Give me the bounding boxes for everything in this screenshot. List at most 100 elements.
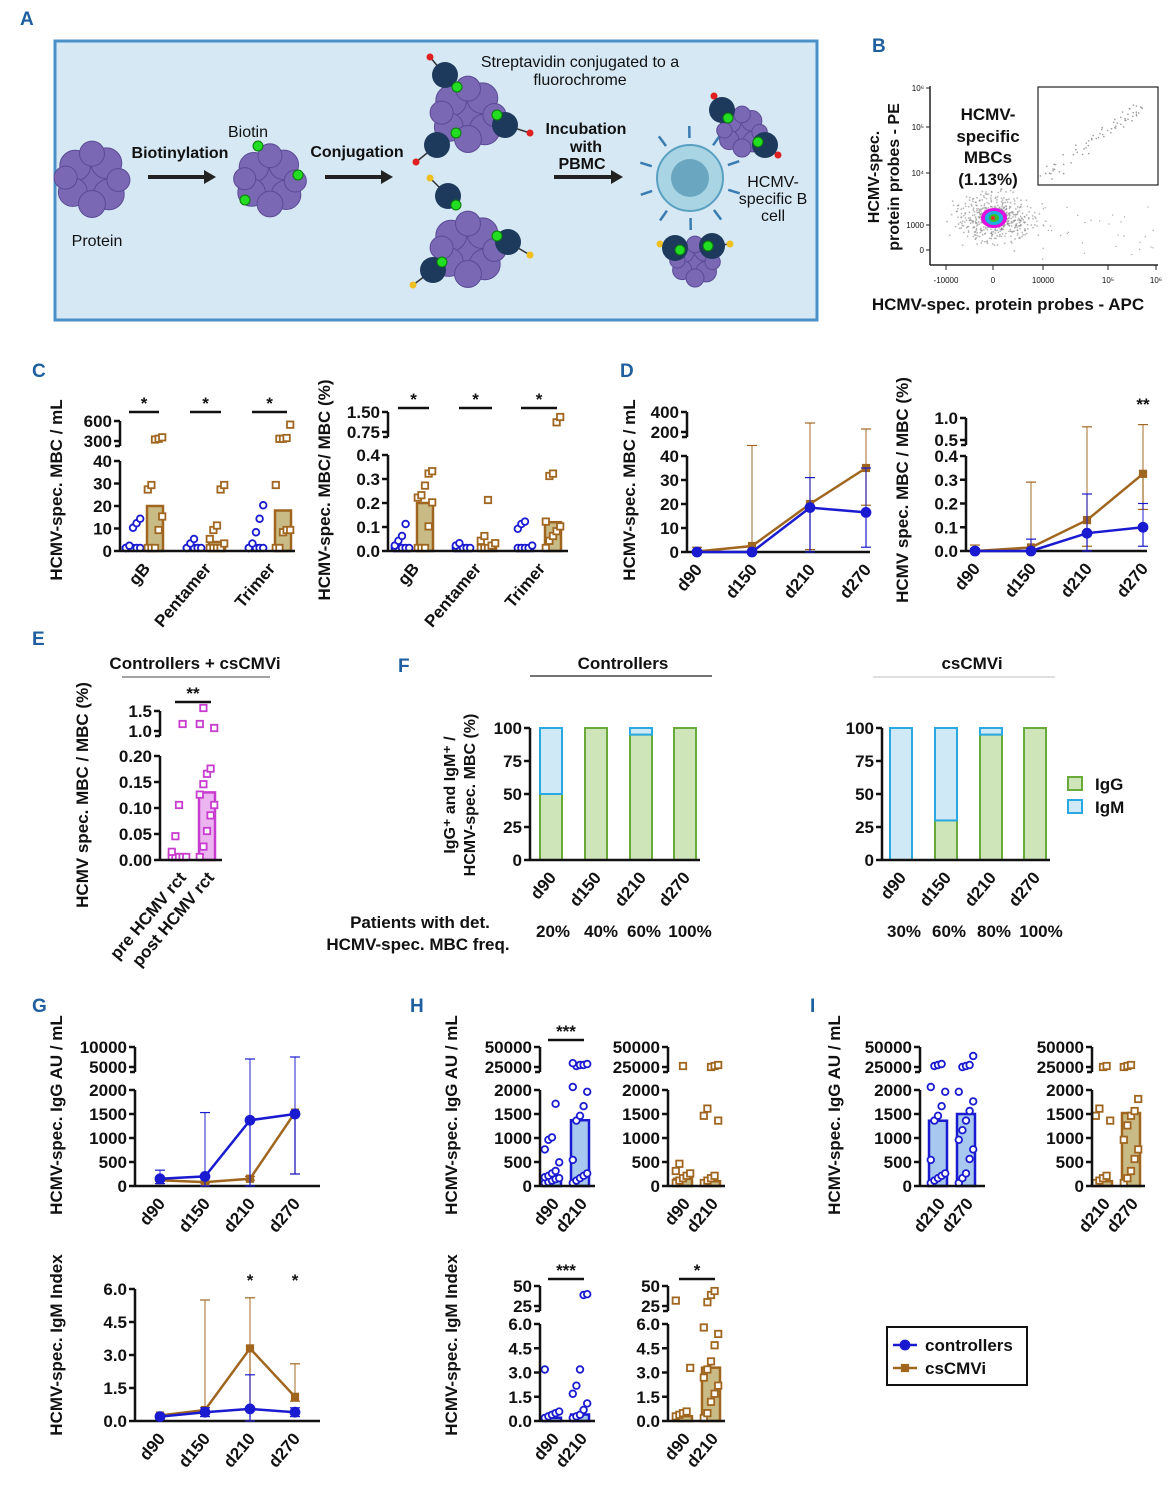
- biotin-dot: [436, 256, 448, 268]
- gated-cell-event: [1087, 144, 1090, 147]
- b-cell-receptor: [712, 134, 721, 147]
- b-cell-receptor: [659, 209, 668, 222]
- data-point: [282, 433, 291, 443]
- y-tick-label: 0.1: [934, 518, 958, 537]
- x-tick-label: d270: [265, 1194, 304, 1236]
- y-tick-label: 2000: [89, 1081, 127, 1100]
- panel-label-b: B: [872, 36, 886, 57]
- cell-event: [1028, 210, 1031, 213]
- cell-event: [991, 206, 994, 208]
- gated-cell-event: [1122, 126, 1125, 128]
- gated-cell-event: [1137, 112, 1140, 114]
- chart-f1: 0 25 50 75 100 d90 d150 d210 d270 IgG⁺ and IgM⁺ /…: [442, 714, 700, 910]
- cell-event: [979, 199, 981, 201]
- x-tick-label: d270: [655, 868, 694, 910]
- cell-event: [1005, 205, 1008, 208]
- cell-event: [978, 209, 981, 212]
- cell-event: [969, 216, 972, 219]
- data-point: [583, 1399, 592, 1408]
- y-tick-label: 1000: [906, 221, 924, 230]
- cell-event: [964, 217, 967, 219]
- biotin-dot: [674, 244, 686, 256]
- cell-event: [1010, 217, 1013, 220]
- y-tick-label: 600: [84, 412, 112, 431]
- y-tick-label: 5000: [89, 1058, 127, 1077]
- cell-event: [985, 207, 988, 210]
- gated-cell-event: [1045, 165, 1048, 167]
- fluorochrome-dot: [526, 251, 534, 259]
- data-point: [686, 1363, 695, 1372]
- cell-event: [1016, 234, 1019, 236]
- data-point: [678, 1061, 688, 1071]
- freq-label-line2: HCMV-spec. MBC freq.: [326, 935, 509, 954]
- cell-event: [979, 215, 981, 217]
- data-point: [575, 1365, 585, 1374]
- cell-event: [1077, 214, 1079, 217]
- significance-marker: *: [536, 390, 543, 409]
- cell-event: [1014, 219, 1016, 222]
- cell-event: [1090, 219, 1092, 221]
- biotin-dot: [491, 109, 503, 121]
- data-point: [682, 1407, 691, 1416]
- cell-event: [971, 214, 974, 217]
- cell-event: [1020, 217, 1023, 220]
- y-tick-label: 30: [660, 471, 679, 490]
- data-point: [961, 1169, 971, 1178]
- y-axis-label-line2: protein probes - PE: [886, 103, 903, 251]
- cell-event: [1019, 215, 1022, 218]
- cell-event: [1001, 199, 1004, 201]
- cell-event: [990, 200, 993, 203]
- cell-event: [983, 196, 986, 199]
- data-point: [540, 1365, 549, 1374]
- y-tick-label: 0: [651, 1177, 660, 1196]
- gated-cell-event: [1132, 104, 1135, 106]
- data-point: [710, 1341, 719, 1350]
- cell-event: [989, 197, 992, 200]
- protein-lobe: [685, 268, 705, 288]
- data-point: [958, 1125, 967, 1135]
- significance-marker: **: [1136, 395, 1150, 414]
- cell-event: [960, 208, 963, 211]
- gated-cell-event: [1116, 122, 1119, 124]
- data-point: [167, 847, 176, 856]
- cell-event: [976, 231, 978, 234]
- x-tick-label: 10⁵: [1102, 276, 1114, 285]
- gated-cell-event: [1131, 119, 1133, 122]
- y-axis-label: HCMV spec. MBC / MBC (%): [893, 377, 912, 603]
- data-point: [547, 1133, 557, 1142]
- cell-event: [996, 204, 999, 207]
- data-point: [189, 534, 199, 544]
- data-point: [555, 1173, 564, 1183]
- freq-value-controllers: 20%: [536, 922, 570, 941]
- data-point: [937, 1059, 946, 1069]
- stacked-segment-igg: [979, 733, 1003, 861]
- y-tick-label: 500: [504, 1153, 532, 1172]
- cell-event: [988, 202, 990, 205]
- cell-event: [961, 222, 963, 225]
- cell-event: [1019, 219, 1021, 221]
- cell-event: [1014, 208, 1017, 210]
- data-point: [965, 1154, 974, 1164]
- y-tick-label: 50: [641, 1277, 660, 1296]
- b-cell-receptor: [657, 135, 668, 147]
- x-tick-label: d150: [722, 560, 761, 602]
- data-point: [251, 528, 261, 537]
- cell-event: [1027, 217, 1030, 220]
- data-point: [860, 507, 872, 518]
- data-point: [555, 1407, 564, 1416]
- cell-event: [1000, 228, 1003, 231]
- cell-event: [1018, 206, 1021, 209]
- data-point: [699, 1373, 708, 1382]
- cell-event: [1042, 247, 1044, 250]
- data-point: [926, 1155, 935, 1165]
- cell-event: [990, 190, 993, 193]
- data-point: [271, 480, 280, 490]
- gated-cell-event: [1095, 137, 1098, 140]
- incubation-arrow-head: [611, 170, 623, 184]
- protein-lobe: [53, 165, 78, 190]
- y-tick-label: 100: [494, 719, 522, 738]
- cell-event: [996, 244, 999, 246]
- cell-event: [980, 227, 982, 230]
